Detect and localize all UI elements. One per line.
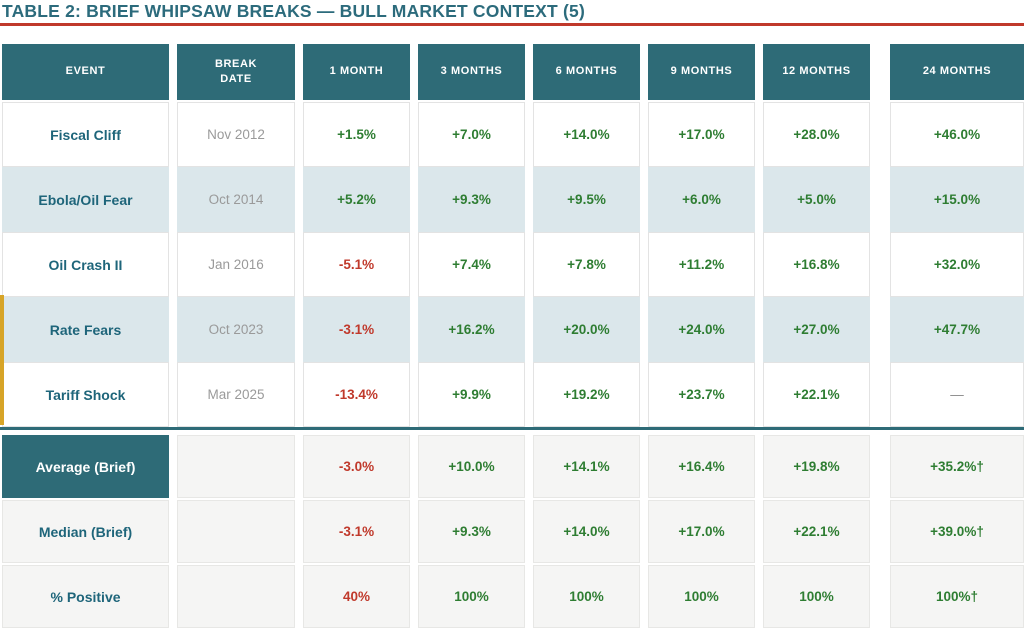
ebola-oil-fear-3-months: +9.3% (418, 167, 525, 232)
table-row-fiscal-cliff: Fiscal Cliff Nov 2012 +1.5% +7.0% +14.0% +17.… (2, 102, 1024, 167)
break-date-fiscal-cliff: Nov 2012 (177, 102, 295, 167)
event-label-tariff-shock: Tariff Shock (2, 362, 169, 427)
fiscal-cliff-1-month: +1.5% (303, 102, 410, 167)
summary-label-median-brief: Median (Brief) (2, 500, 169, 563)
recent-rows-highlight-bar (0, 295, 4, 425)
oil-crash-ii-1-month: -5.1% (303, 232, 410, 297)
table-title: TABLE 2: BRIEF WHIPSAW BREAKS — BULL MAR… (2, 1, 585, 21)
positive-12-months: 100% (763, 565, 870, 628)
oil-crash-ii-12-months: +16.8% (763, 232, 870, 297)
column-header-6-months: 6 MONTHS (533, 44, 640, 100)
table-header-row: EVENT BREAK DATE 1 MONTH 3 MONTHS 6 MONTHS 9 … (2, 44, 1024, 100)
column-header-break-date: BREAK DATE (177, 44, 295, 100)
break-date-tariff-shock: Mar 2025 (177, 362, 295, 427)
median-brief-6-months: +14.0% (533, 500, 640, 563)
column-header-1-month: 1 MONTH (303, 44, 410, 100)
rate-fears-1-month: -3.1% (303, 297, 410, 362)
oil-crash-ii-3-months: +7.4% (418, 232, 525, 297)
fiscal-cliff-3-months: +7.0% (418, 102, 525, 167)
average-brief-9-months: +16.4% (648, 435, 755, 498)
oil-crash-ii-6-months: +7.8% (533, 232, 640, 297)
break-date-rate-fears: Oct 2023 (177, 297, 295, 362)
summary-empty-average-brief (177, 435, 295, 498)
column-header-3-months: 3 MONTHS (418, 44, 525, 100)
positive-9-months: 100% (648, 565, 755, 628)
median-brief-3-months: +9.3% (418, 500, 525, 563)
event-label-ebola-oil-fear: Ebola/Oil Fear (2, 167, 169, 232)
summary-separator (0, 427, 1024, 430)
summary-empty-positive (177, 565, 295, 628)
summary-row-positive: % Positive 40% 100% 100% 100% 100% 100%† (2, 565, 1024, 628)
column-header-9-months: 9 MONTHS (648, 44, 755, 100)
column-header-12-months: 12 MONTHS (763, 44, 870, 100)
table-row-ebola-oil-fear: Ebola/Oil Fear Oct 2014 +5.2% +9.3% +9.5% +6.… (2, 167, 1024, 232)
positive-1-month: 40% (303, 565, 410, 628)
ebola-oil-fear-24-months: +15.0% (890, 167, 1024, 232)
table-row-oil-crash-ii: Oil Crash II Jan 2016 -5.1% +7.4% +7.8% +11.2… (2, 232, 1024, 297)
column-header-event: EVENT (2, 44, 169, 100)
ebola-oil-fear-6-months: +9.5% (533, 167, 640, 232)
tariff-shock-24-months: — (890, 362, 1024, 427)
summary-label-positive: % Positive (2, 565, 169, 628)
average-brief-1-month: -3.0% (303, 435, 410, 498)
positive-6-months: 100% (533, 565, 640, 628)
fiscal-cliff-6-months: +14.0% (533, 102, 640, 167)
median-brief-12-months: +22.1% (763, 500, 870, 563)
oil-crash-ii-9-months: +11.2% (648, 232, 755, 297)
tariff-shock-1-month: -13.4% (303, 362, 410, 427)
median-brief-24-months: +39.0%† (890, 500, 1024, 563)
event-label-rate-fears: Rate Fears (2, 297, 169, 362)
rate-fears-12-months: +27.0% (763, 297, 870, 362)
tariff-shock-12-months: +22.1% (763, 362, 870, 427)
event-label-fiscal-cliff: Fiscal Cliff (2, 102, 169, 167)
ebola-oil-fear-9-months: +6.0% (648, 167, 755, 232)
summary-label-average-brief: Average (Brief) (2, 435, 169, 498)
rate-fears-24-months: +47.7% (890, 297, 1024, 362)
ebola-oil-fear-12-months: +5.0% (763, 167, 870, 232)
column-header-24-months: 24 MONTHS (890, 44, 1024, 100)
title-underline (0, 23, 1024, 26)
median-brief-9-months: +17.0% (648, 500, 755, 563)
ebola-oil-fear-1-month: +5.2% (303, 167, 410, 232)
table-row-rate-fears: Rate Fears Oct 2023 -3.1% +16.2% +20.0% +24.0… (2, 297, 1024, 362)
tariff-shock-9-months: +23.7% (648, 362, 755, 427)
rate-fears-9-months: +24.0% (648, 297, 755, 362)
median-brief-1-month: -3.1% (303, 500, 410, 563)
positive-24-months: 100%† (890, 565, 1024, 628)
fiscal-cliff-9-months: +17.0% (648, 102, 755, 167)
event-label-oil-crash-ii: Oil Crash II (2, 232, 169, 297)
fiscal-cliff-24-months: +46.0% (890, 102, 1024, 167)
tariff-shock-3-months: +9.9% (418, 362, 525, 427)
average-brief-6-months: +14.1% (533, 435, 640, 498)
summary-row-average-brief: Average (Brief) -3.0% +10.0% +14.1% +16.4% +1… (2, 435, 1024, 498)
break-date-ebola-oil-fear: Oct 2014 (177, 167, 295, 232)
oil-crash-ii-24-months: +32.0% (890, 232, 1024, 297)
fiscal-cliff-12-months: +28.0% (763, 102, 870, 167)
average-brief-12-months: +19.8% (763, 435, 870, 498)
table-row-tariff-shock: Tariff Shock Mar 2025 -13.4% +9.9% +19.2% +23… (2, 362, 1024, 427)
rate-fears-6-months: +20.0% (533, 297, 640, 362)
table-body: Fiscal Cliff Nov 2012 +1.5% +7.0% +14.0% +17.… (2, 102, 1024, 427)
returns-table: EVENT BREAK DATE 1 MONTH 3 MONTHS 6 MONTHS 9 … (0, 44, 1024, 628)
summary-row-median-brief: Median (Brief) -3.1% +9.3% +14.0% +17.0% +22.… (2, 500, 1024, 563)
table-summary: Average (Brief) -3.0% +10.0% +14.1% +16.4% +1… (2, 435, 1024, 628)
average-brief-24-months: +35.2%† (890, 435, 1024, 498)
tariff-shock-6-months: +19.2% (533, 362, 640, 427)
positive-3-months: 100% (418, 565, 525, 628)
break-date-oil-crash-ii: Jan 2016 (177, 232, 295, 297)
summary-empty-median-brief (177, 500, 295, 563)
average-brief-3-months: +10.0% (418, 435, 525, 498)
rate-fears-3-months: +16.2% (418, 297, 525, 362)
